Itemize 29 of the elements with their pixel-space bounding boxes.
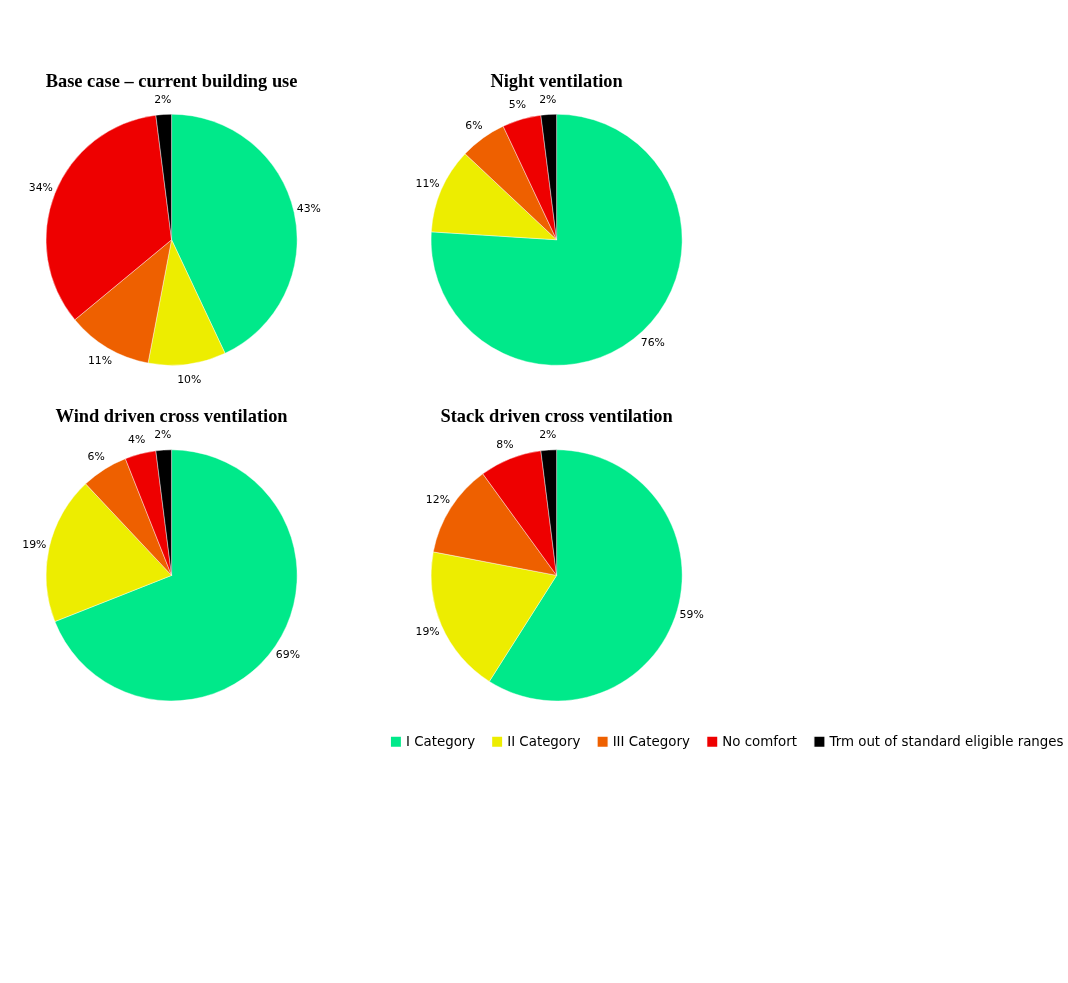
- chart-title: Wind driven cross ventilation: [55, 406, 288, 427]
- data-label: 2%: [539, 92, 557, 106]
- data-label: 76%: [640, 335, 665, 349]
- legend-label: I Category: [405, 733, 476, 749]
- data-label: 2%: [539, 428, 557, 442]
- chart-title: Night ventilation: [490, 70, 623, 91]
- data-label: 19%: [22, 538, 47, 552]
- data-label: 2%: [154, 428, 172, 442]
- data-label: 6%: [465, 119, 483, 133]
- legend-label: Trm out of standard eligible ranges: [828, 733, 1064, 749]
- legend-label: III Category: [612, 733, 690, 749]
- chart-title: Base case – current building use: [45, 70, 298, 91]
- data-label: 4%: [127, 432, 146, 446]
- data-label: 11%: [87, 354, 113, 368]
- legend-label: No comfort: [722, 733, 797, 749]
- data-label: 12%: [425, 493, 450, 507]
- data-label: 11%: [415, 177, 440, 191]
- legend-label: II Category: [507, 733, 581, 749]
- data-label: 6%: [87, 450, 105, 464]
- data-label: 69%: [275, 647, 300, 661]
- data-label: 43%: [296, 202, 321, 216]
- data-label: 2%: [154, 92, 172, 106]
- data-label: 8%: [496, 438, 514, 451]
- data-label: 10%: [177, 372, 202, 386]
- chart-title: Stack driven cross ventilation: [440, 406, 673, 427]
- data-label: 34%: [28, 181, 53, 195]
- data-label: 59%: [679, 607, 704, 621]
- data-label: 5%: [508, 98, 526, 112]
- data-label: 19%: [415, 624, 440, 638]
